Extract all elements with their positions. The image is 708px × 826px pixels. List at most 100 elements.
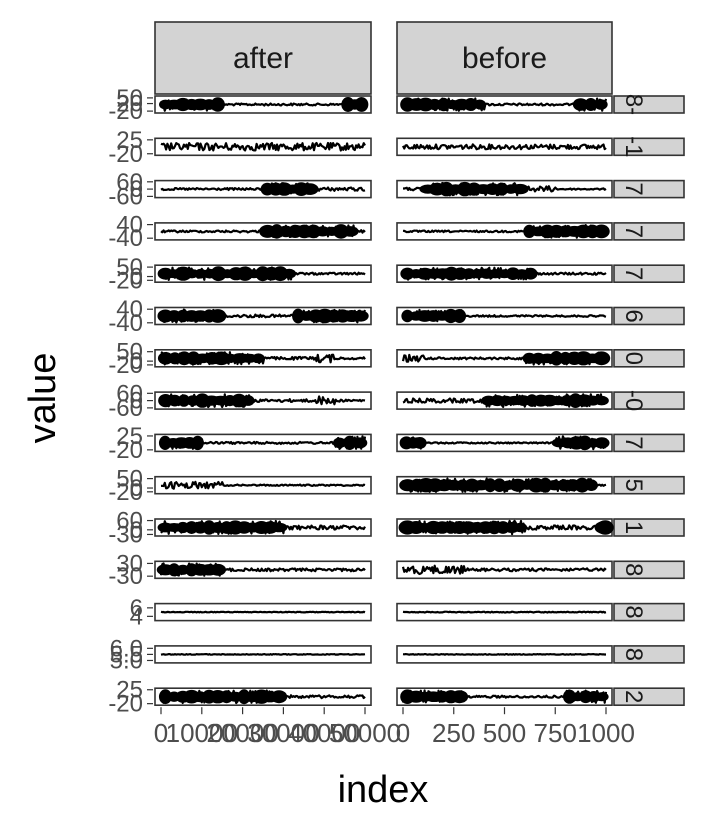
series-blob-before-9-0-19	[574, 477, 590, 493]
x-tick-label-before-2: 500	[483, 718, 526, 748]
x-tick-label-after-5: 50000	[329, 718, 401, 748]
y-tick-label-11-1: -30	[108, 563, 143, 590]
y-tick-label-1-0: 25	[116, 127, 143, 154]
series-blob-before-4-0-12	[505, 267, 521, 281]
panel-after-14	[154, 687, 372, 707]
series-blob-after-4-0-14	[282, 268, 297, 279]
series-line-before-11	[401, 564, 607, 576]
x-tick-label-after-2: 20000	[206, 718, 278, 748]
series-blob-after-8-2-0	[332, 437, 347, 449]
y-tick-label-4-2: -20	[108, 267, 143, 294]
series-blob-before-6-2-8	[592, 351, 611, 366]
series-blob-after-7-0-9	[241, 395, 255, 406]
y-tick-label-2-2: -60	[108, 183, 143, 210]
series-blob-before-8-2-5	[594, 437, 610, 449]
series-blob-after-3-1-9	[341, 226, 359, 237]
row-strip-label-6: 0	[620, 352, 647, 365]
facet-panels	[154, 95, 614, 707]
panel-after-5	[154, 306, 372, 326]
y-tick-label-8-1: -20	[108, 437, 143, 464]
panel-before-3	[396, 222, 613, 241]
series-blob-after-5-2-0	[292, 308, 305, 324]
row-strip-label-4: 7	[620, 267, 647, 280]
row-strip-label-0: 8-	[620, 94, 647, 115]
panel-after-12	[154, 602, 372, 622]
y-axis-title: value	[22, 353, 64, 444]
series-blob-before-3-1-8	[593, 224, 610, 239]
series-line-before-13	[402, 653, 606, 656]
series-blob-after-0-0-6	[210, 97, 225, 112]
x-tick-label-after-3: 30000	[247, 718, 319, 748]
series-blob-before-14-2-4	[595, 692, 609, 702]
series-blob-after-10-0-13	[270, 522, 288, 533]
row-strip-3	[613, 222, 685, 241]
x-tick-label-before-3: 750	[534, 718, 577, 748]
row-strip-10	[613, 518, 685, 537]
y-tick-label-9-2: -20	[108, 479, 143, 506]
series-blob-after-7-0-0	[158, 394, 174, 408]
panel-before-0	[396, 95, 613, 114]
panel-after-3	[154, 222, 372, 241]
y-tick-label-12-0: 6	[130, 595, 143, 622]
panel-before-5	[396, 306, 613, 326]
row-strip-14	[613, 687, 685, 707]
y-tick-label-12-1: 4	[130, 603, 143, 630]
panel-before-6	[396, 348, 613, 368]
series-blob-after-7-0-1	[168, 394, 182, 407]
series-line-before-12	[402, 610, 607, 614]
x-tick-label-after-1: 10000	[166, 718, 238, 748]
series-blob-after-8-0-4	[191, 435, 204, 451]
row-strip-1	[613, 137, 685, 157]
y-tick-label-13-2: 5.0	[110, 647, 143, 674]
panel-after-9	[154, 475, 372, 495]
panel-before-8	[396, 433, 613, 453]
series-blob-before-0-0-7	[463, 98, 478, 111]
x-tick-label-before-0: 0	[396, 718, 410, 748]
y-tick-label-10-2: -30	[108, 521, 143, 548]
panel-before-10	[396, 518, 614, 537]
series-blob-before-14-2-0	[563, 689, 576, 704]
series-line-after-9	[160, 480, 366, 490]
row-strip-9	[613, 475, 685, 495]
series-blob-after-6-0-0	[157, 352, 174, 365]
panel-before-12	[396, 602, 613, 622]
series-blob-after-4-0-3	[185, 269, 199, 279]
series-blob-after-0-2-2	[354, 97, 369, 112]
y-tick-label-7-2: -60	[108, 395, 143, 422]
y-tick-label-3-1: -40	[108, 225, 143, 252]
y-tick-label-13-1: 5.5	[110, 641, 143, 668]
row-strip-8	[613, 433, 685, 453]
panel-after-2	[154, 179, 372, 199]
series-blob-after-6-0-10	[252, 353, 265, 364]
y-tick-label-6-1: 0	[130, 348, 143, 375]
y-tick-label-5-1: -40	[108, 310, 143, 337]
series-blob-before-8-0-2	[413, 437, 427, 449]
row-strip-0	[613, 95, 685, 114]
row-strip-7	[613, 391, 685, 410]
y-tick-label-10-0: 60	[116, 508, 143, 535]
y-tick-label-14-0: 25	[116, 677, 143, 704]
panel-before-13	[396, 645, 613, 664]
series-blob-before-6-2-3	[549, 351, 563, 366]
panel-before-11	[396, 560, 613, 580]
y-tick-label-5-0: 40	[116, 296, 143, 323]
row-strip-label-9: 5	[620, 479, 647, 492]
series-blob-before-2-1-2	[439, 181, 454, 197]
panel-after-11	[154, 560, 372, 580]
series-blob-before-4-0-0	[400, 267, 415, 280]
y-tick-label-6-0: 50	[116, 339, 143, 366]
series-blob-before-5-0-0	[401, 309, 414, 323]
y-tick-label-1-1: -20	[108, 141, 143, 168]
row-strip-label-12: 8	[620, 605, 647, 618]
series-blob-after-7-0-2	[177, 394, 190, 407]
series-blob-before-0-2-0	[572, 98, 589, 111]
series-blob-before-7-1-13	[594, 395, 609, 406]
y-tick-label-3-0: 40	[116, 212, 143, 239]
series-blob-before-14-0-6	[450, 690, 469, 704]
panel-after-10	[154, 518, 372, 537]
panel-before-2	[396, 179, 613, 199]
axes: 5020-2025-20600-6040-40500-2040-40500-20…	[108, 85, 635, 748]
x-axis-title: index	[338, 769, 429, 811]
row-strip-label-5: 6	[620, 309, 647, 322]
